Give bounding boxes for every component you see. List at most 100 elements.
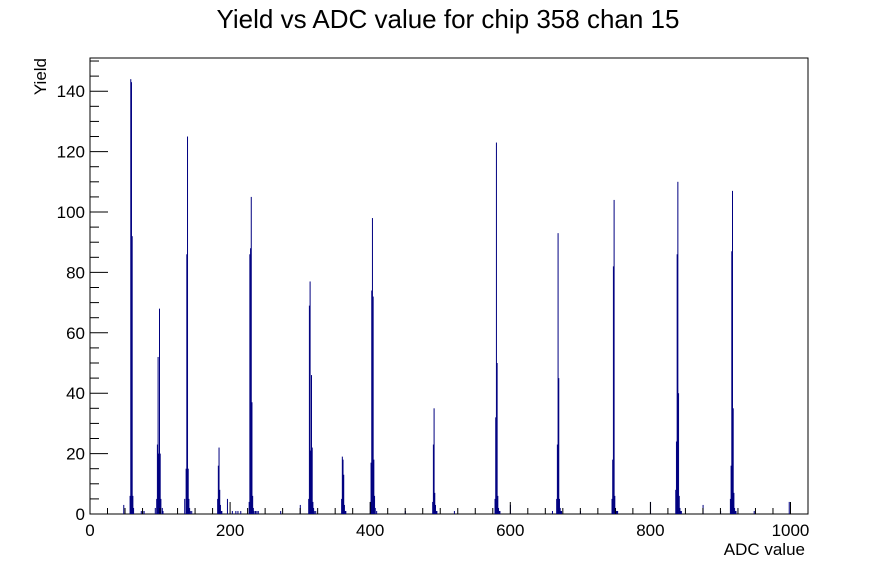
y-tick-label: 0	[76, 505, 85, 524]
histogram-bar	[343, 474, 345, 514]
histogram-bar	[558, 498, 560, 514]
histogram-bar	[612, 266, 614, 514]
histogram-bar	[616, 510, 618, 514]
histogram-bar	[252, 495, 254, 514]
histogram-bar	[312, 501, 314, 514]
histogram-bar	[559, 507, 561, 514]
histogram-bar	[220, 510, 222, 514]
y-tick-label: 140	[57, 82, 85, 101]
histogram-bar	[250, 248, 252, 514]
histogram-bar	[617, 510, 619, 514]
histogram-bar	[237, 510, 239, 514]
histogram-bar	[615, 510, 617, 514]
histogram-bar	[219, 504, 221, 514]
histogram-bar	[311, 375, 312, 514]
histogram-bar	[614, 495, 616, 514]
y-axis: 0 20 40 60 80 100 120 140	[57, 60, 108, 524]
histogram-bar	[123, 504, 125, 514]
histogram-bar	[217, 498, 219, 514]
histogram-bar	[344, 510, 346, 514]
x-tick-label: 400	[356, 521, 384, 540]
y-tick-label: 40	[66, 384, 85, 403]
x-tick-label: 200	[216, 521, 244, 540]
x-tick-label: 1000	[772, 521, 810, 540]
histogram-bar	[433, 408, 435, 514]
histogram-bar	[315, 510, 317, 514]
histogram-bar	[217, 465, 219, 514]
histogram-bar	[235, 510, 237, 514]
histogram-bar	[160, 498, 162, 514]
histogram-bar	[313, 507, 315, 514]
histogram-bar	[370, 462, 372, 514]
histogram-bar	[788, 501, 790, 514]
histogram-bar	[186, 254, 188, 515]
histogram-bar	[187, 136, 189, 514]
histogram-bar	[342, 459, 344, 514]
histogram-bar	[498, 507, 500, 514]
histogram-bar	[560, 510, 562, 514]
x-tick-label: 600	[496, 521, 524, 540]
histogram-bar	[308, 498, 310, 514]
histogram-bar	[231, 510, 233, 514]
histogram-bar	[158, 453, 160, 514]
histogram-bar	[677, 181, 679, 514]
histogram-bar	[185, 468, 187, 514]
histogram-bar	[341, 498, 343, 514]
histogram-bar	[675, 489, 677, 514]
histogram-bar	[436, 510, 438, 514]
histogram-bar	[254, 510, 256, 514]
histogram-bar	[250, 196, 252, 514]
plot-frame	[89, 57, 809, 515]
histogram-bar	[374, 495, 376, 514]
histogram-bar	[143, 510, 145, 514]
histogram-bar	[218, 447, 220, 514]
y-axis-title: Yield	[31, 58, 50, 95]
histogram-bar	[676, 254, 678, 515]
histogram-bar	[494, 498, 496, 514]
histogram-bar	[732, 190, 733, 514]
histogram-bar	[256, 510, 258, 514]
histogram-bar	[156, 444, 158, 514]
histogram-bars	[123, 79, 790, 515]
histogram-bar	[154, 507, 156, 514]
histogram-bar	[371, 218, 373, 515]
histogram-bar	[373, 459, 375, 514]
histogram-bar	[611, 498, 613, 514]
histogram-bar	[679, 507, 681, 514]
histogram-bar	[731, 251, 733, 514]
histogram-bar	[308, 305, 310, 514]
histogram-bar	[345, 510, 347, 514]
histogram-bar	[432, 444, 434, 514]
histogram-bar	[129, 495, 131, 514]
histogram-bar	[434, 504, 436, 514]
histogram-bar	[184, 498, 186, 514]
histogram-bar	[613, 199, 615, 514]
histogram-bar	[372, 296, 374, 514]
histogram-bar	[680, 510, 682, 514]
histogram-bar	[343, 504, 345, 514]
y-tick-label: 80	[66, 263, 85, 282]
x-tick-label: 800	[636, 521, 664, 540]
histogram-bar	[734, 507, 736, 514]
histogram-bar	[310, 450, 312, 514]
histogram-bar	[733, 492, 735, 514]
x-axis: 0 200 400 600 800 1000	[85, 502, 809, 540]
histogram-bar	[189, 507, 191, 514]
histogram-bar	[189, 510, 191, 514]
histogram-bar	[551, 510, 553, 514]
histogram-bar	[675, 441, 677, 514]
y-tick-label: 20	[66, 445, 85, 464]
histogram-bar	[612, 459, 614, 514]
chart-title: Yield vs ADC value for chip 358 chan 15	[216, 4, 680, 34]
histogram-bar	[496, 363, 498, 514]
histogram-bar	[753, 510, 755, 514]
histogram-bar	[557, 233, 559, 514]
histogram-bar	[162, 510, 164, 514]
histogram-bar	[497, 495, 499, 514]
histogram-bar	[678, 393, 680, 514]
histogram-bar	[311, 447, 313, 514]
histogram-bar	[188, 498, 190, 514]
histogram-bar	[341, 456, 343, 514]
histogram-bar	[734, 510, 736, 514]
